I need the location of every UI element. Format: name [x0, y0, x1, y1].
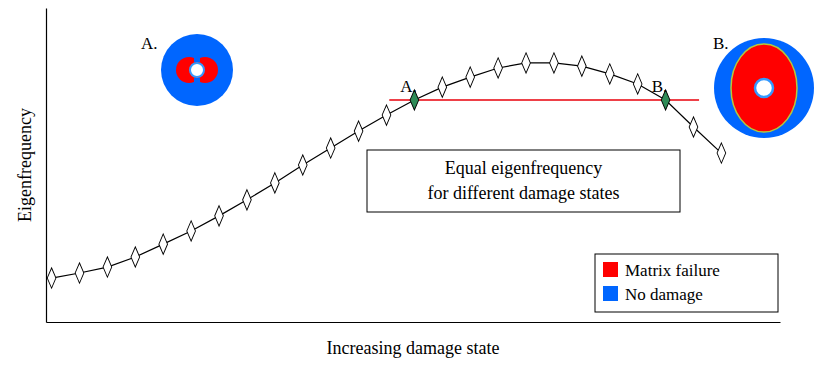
- inset: [161, 34, 233, 106]
- annotation-text: Equal eigenfrequency: [445, 158, 602, 178]
- marker: [578, 56, 587, 76]
- marker: [717, 143, 726, 163]
- chart: Increasing damage state Eigenfrequency A. B…: [0, 0, 823, 368]
- marker: [75, 263, 84, 283]
- marker: [187, 221, 196, 241]
- marker: [103, 257, 112, 277]
- point-label: B.: [652, 77, 668, 96]
- y-axis-label: Eigenfrequency: [15, 108, 35, 222]
- axis-line: [46, 9, 47, 323]
- marker: [466, 67, 475, 87]
- marker: [271, 173, 280, 193]
- inset-hole: [190, 63, 204, 77]
- legend-box: [595, 254, 778, 312]
- annotation-text: for different damage states: [427, 183, 619, 203]
- annotation: Equal eigenfrequency for different damage…: [367, 150, 680, 212]
- damage-zone: [731, 44, 797, 132]
- marker: [298, 155, 307, 175]
- intact-zone: [194, 78, 200, 84]
- y-axis: [46, 9, 47, 323]
- legend: Matrix failure No damage: [595, 254, 778, 312]
- marker: [522, 53, 531, 73]
- legend-swatch: [603, 262, 618, 277]
- inset-label: A.: [141, 34, 158, 53]
- x-axis-label: Increasing damage state: [327, 338, 500, 358]
- reference-line: [389, 99, 699, 101]
- marker: [438, 77, 447, 97]
- inset-label: B.: [713, 34, 729, 53]
- marker: [326, 138, 335, 158]
- x-axis: [47, 322, 781, 323]
- marker: [243, 190, 252, 210]
- marker: [131, 247, 140, 267]
- axis-line: [47, 322, 781, 323]
- marker: [689, 117, 698, 137]
- marker: [605, 64, 614, 84]
- marker: [494, 58, 503, 78]
- marker: [354, 121, 363, 141]
- marker: [159, 234, 168, 254]
- intact-zone: [194, 56, 200, 62]
- plot-area: [47, 53, 725, 288]
- marker: [550, 53, 559, 73]
- inset-disk: [714, 38, 814, 138]
- inset-hole: [755, 79, 773, 97]
- marker: [633, 74, 642, 94]
- marker: [382, 105, 391, 125]
- legend-swatch: [603, 286, 618, 301]
- legend-label: No damage: [625, 285, 703, 304]
- data-line: [52, 63, 722, 278]
- inset-disk: [161, 34, 233, 106]
- marker: [47, 268, 56, 288]
- point-label: A.: [400, 77, 417, 96]
- inset: [714, 38, 814, 138]
- legend-label: Matrix failure: [625, 261, 720, 280]
- marker: [215, 206, 224, 226]
- annotation-box: [367, 150, 680, 212]
